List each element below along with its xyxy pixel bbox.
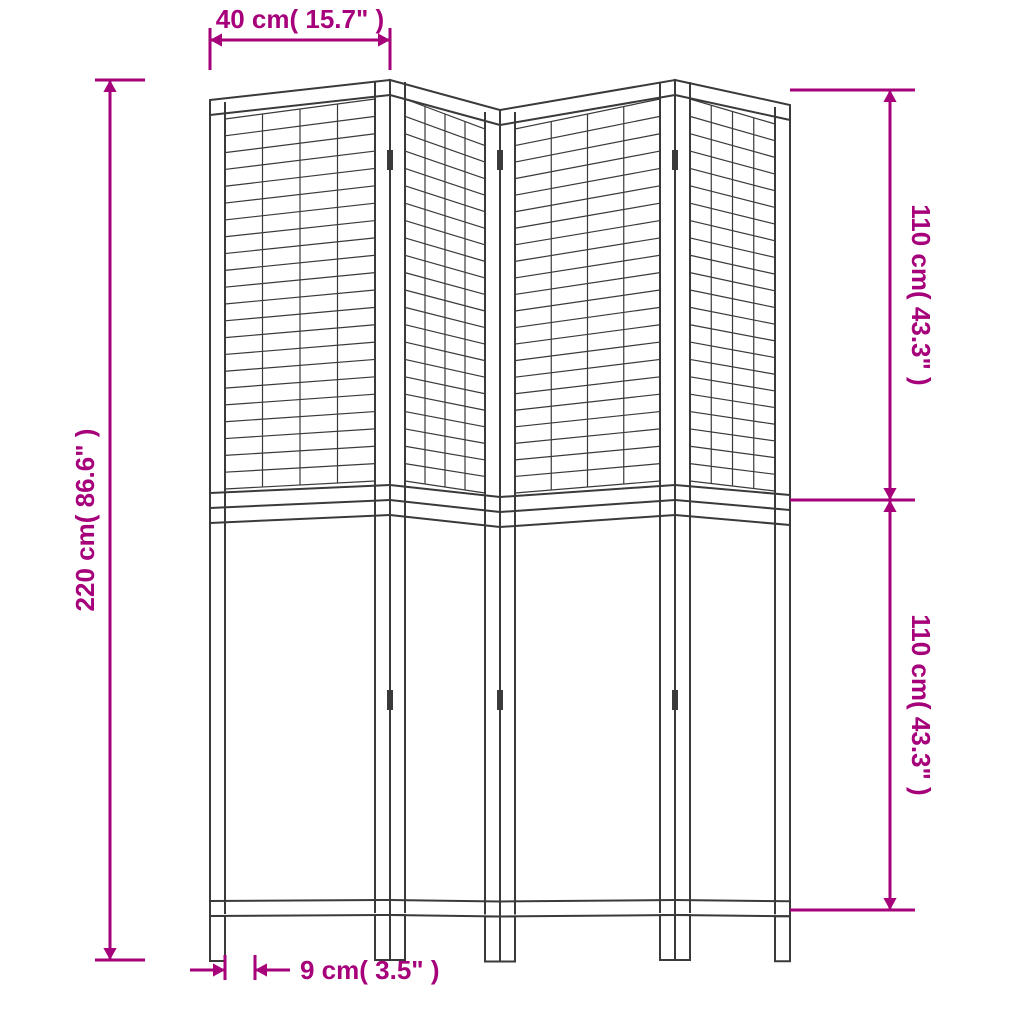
dimension-label: 9 cm( 3.5" ): [300, 955, 440, 985]
dimension-label: 220 cm( 86.6" ): [70, 429, 100, 612]
dimension-label: 40 cm( 15.7" ): [216, 4, 384, 34]
dimension-label: 110 cm( 43.3" ): [906, 614, 936, 795]
dimension-label: 110 cm( 43.3" ): [906, 204, 936, 385]
